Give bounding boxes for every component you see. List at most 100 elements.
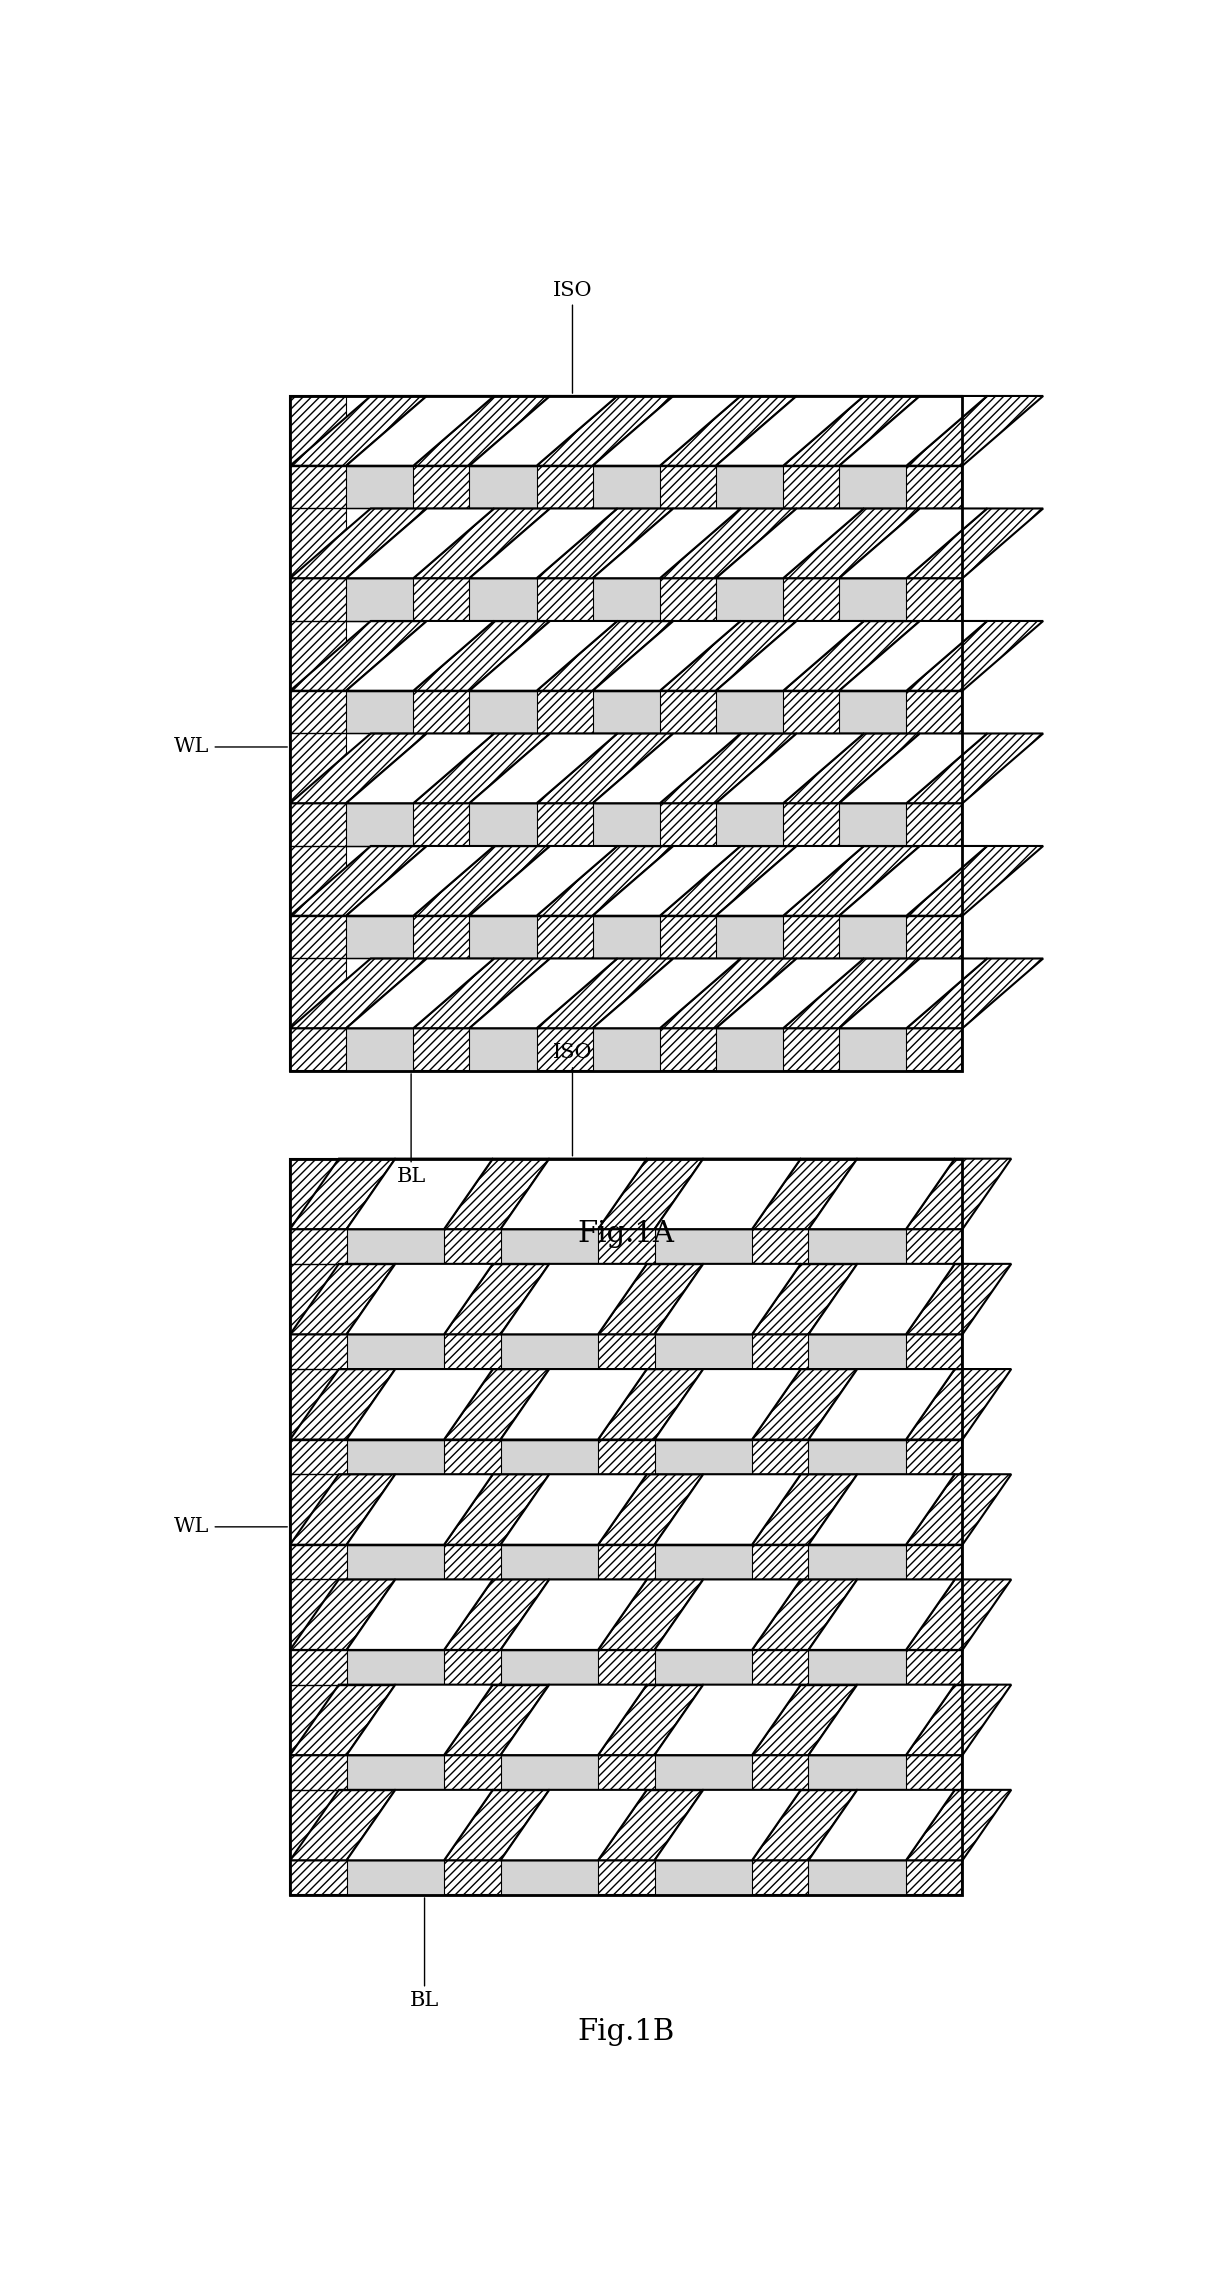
- Bar: [346, 467, 413, 508]
- Polygon shape: [716, 733, 864, 804]
- Polygon shape: [598, 1159, 704, 1230]
- Bar: [501, 1439, 598, 1473]
- Polygon shape: [444, 1264, 549, 1334]
- Polygon shape: [444, 1368, 549, 1439]
- Bar: [469, 733, 536, 804]
- Polygon shape: [290, 1368, 395, 1439]
- Bar: [840, 467, 907, 508]
- Polygon shape: [290, 1473, 395, 1544]
- Bar: [716, 508, 783, 578]
- Polygon shape: [469, 508, 617, 578]
- Bar: [593, 1029, 660, 1070]
- Polygon shape: [752, 1580, 858, 1651]
- Polygon shape: [655, 1368, 800, 1439]
- Polygon shape: [906, 1685, 1012, 1756]
- Polygon shape: [290, 1790, 395, 1860]
- Bar: [840, 396, 907, 1070]
- Bar: [655, 1159, 752, 1894]
- Polygon shape: [593, 847, 741, 915]
- Polygon shape: [346, 622, 494, 690]
- Polygon shape: [593, 959, 741, 1029]
- Bar: [346, 578, 413, 622]
- Bar: [840, 690, 907, 733]
- Bar: [716, 804, 783, 847]
- Polygon shape: [906, 1159, 1012, 1230]
- Bar: [347, 1159, 444, 1230]
- Bar: [290, 1159, 963, 1894]
- Bar: [501, 1860, 598, 1894]
- Polygon shape: [290, 847, 426, 915]
- Polygon shape: [536, 959, 673, 1029]
- Bar: [501, 1473, 598, 1544]
- Bar: [346, 733, 413, 804]
- Bar: [501, 1264, 598, 1334]
- Bar: [347, 1439, 444, 1473]
- Polygon shape: [655, 1685, 800, 1756]
- Polygon shape: [598, 1368, 704, 1439]
- Bar: [840, 396, 907, 467]
- Polygon shape: [413, 508, 550, 578]
- Polygon shape: [347, 1264, 492, 1334]
- Bar: [593, 508, 660, 578]
- Bar: [716, 915, 783, 959]
- Polygon shape: [783, 508, 920, 578]
- Polygon shape: [536, 508, 673, 578]
- Polygon shape: [752, 1685, 858, 1756]
- Bar: [809, 1334, 906, 1368]
- Bar: [469, 1029, 536, 1070]
- Polygon shape: [716, 959, 864, 1029]
- Bar: [655, 1860, 752, 1894]
- Polygon shape: [347, 1790, 492, 1860]
- Polygon shape: [469, 847, 617, 915]
- Bar: [593, 396, 660, 467]
- Polygon shape: [655, 1580, 800, 1651]
- Polygon shape: [840, 622, 987, 690]
- Bar: [469, 915, 536, 959]
- Bar: [840, 804, 907, 847]
- Bar: [716, 959, 783, 1029]
- Polygon shape: [444, 1790, 549, 1860]
- Bar: [809, 1473, 906, 1544]
- Bar: [469, 508, 536, 578]
- Polygon shape: [840, 847, 987, 915]
- Polygon shape: [907, 396, 1044, 467]
- Polygon shape: [346, 508, 494, 578]
- Bar: [809, 1685, 906, 1756]
- Bar: [593, 733, 660, 804]
- Polygon shape: [655, 1264, 800, 1334]
- Polygon shape: [501, 1580, 646, 1651]
- Polygon shape: [346, 396, 494, 467]
- Polygon shape: [907, 847, 1044, 915]
- Bar: [347, 1790, 444, 1860]
- Bar: [655, 1159, 752, 1230]
- Polygon shape: [716, 622, 864, 690]
- Polygon shape: [752, 1473, 858, 1544]
- Polygon shape: [413, 847, 550, 915]
- Bar: [655, 1368, 752, 1439]
- Polygon shape: [809, 1790, 954, 1860]
- Polygon shape: [347, 1473, 492, 1544]
- Bar: [809, 1860, 906, 1894]
- Bar: [346, 804, 413, 847]
- Bar: [655, 1334, 752, 1368]
- Polygon shape: [752, 1264, 858, 1334]
- Bar: [347, 1651, 444, 1685]
- Bar: [469, 396, 536, 1070]
- Bar: [347, 1860, 444, 1894]
- Polygon shape: [907, 622, 1044, 690]
- Polygon shape: [501, 1685, 646, 1756]
- Polygon shape: [347, 1368, 492, 1439]
- Polygon shape: [840, 508, 987, 578]
- Bar: [347, 1473, 444, 1544]
- Bar: [347, 1264, 444, 1334]
- Bar: [346, 396, 413, 467]
- Polygon shape: [783, 396, 920, 467]
- Polygon shape: [501, 1790, 646, 1860]
- Polygon shape: [655, 1473, 800, 1544]
- Bar: [593, 578, 660, 622]
- Bar: [716, 847, 783, 915]
- Bar: [346, 959, 413, 1029]
- Polygon shape: [290, 508, 426, 578]
- Bar: [501, 1544, 598, 1580]
- Polygon shape: [536, 733, 673, 804]
